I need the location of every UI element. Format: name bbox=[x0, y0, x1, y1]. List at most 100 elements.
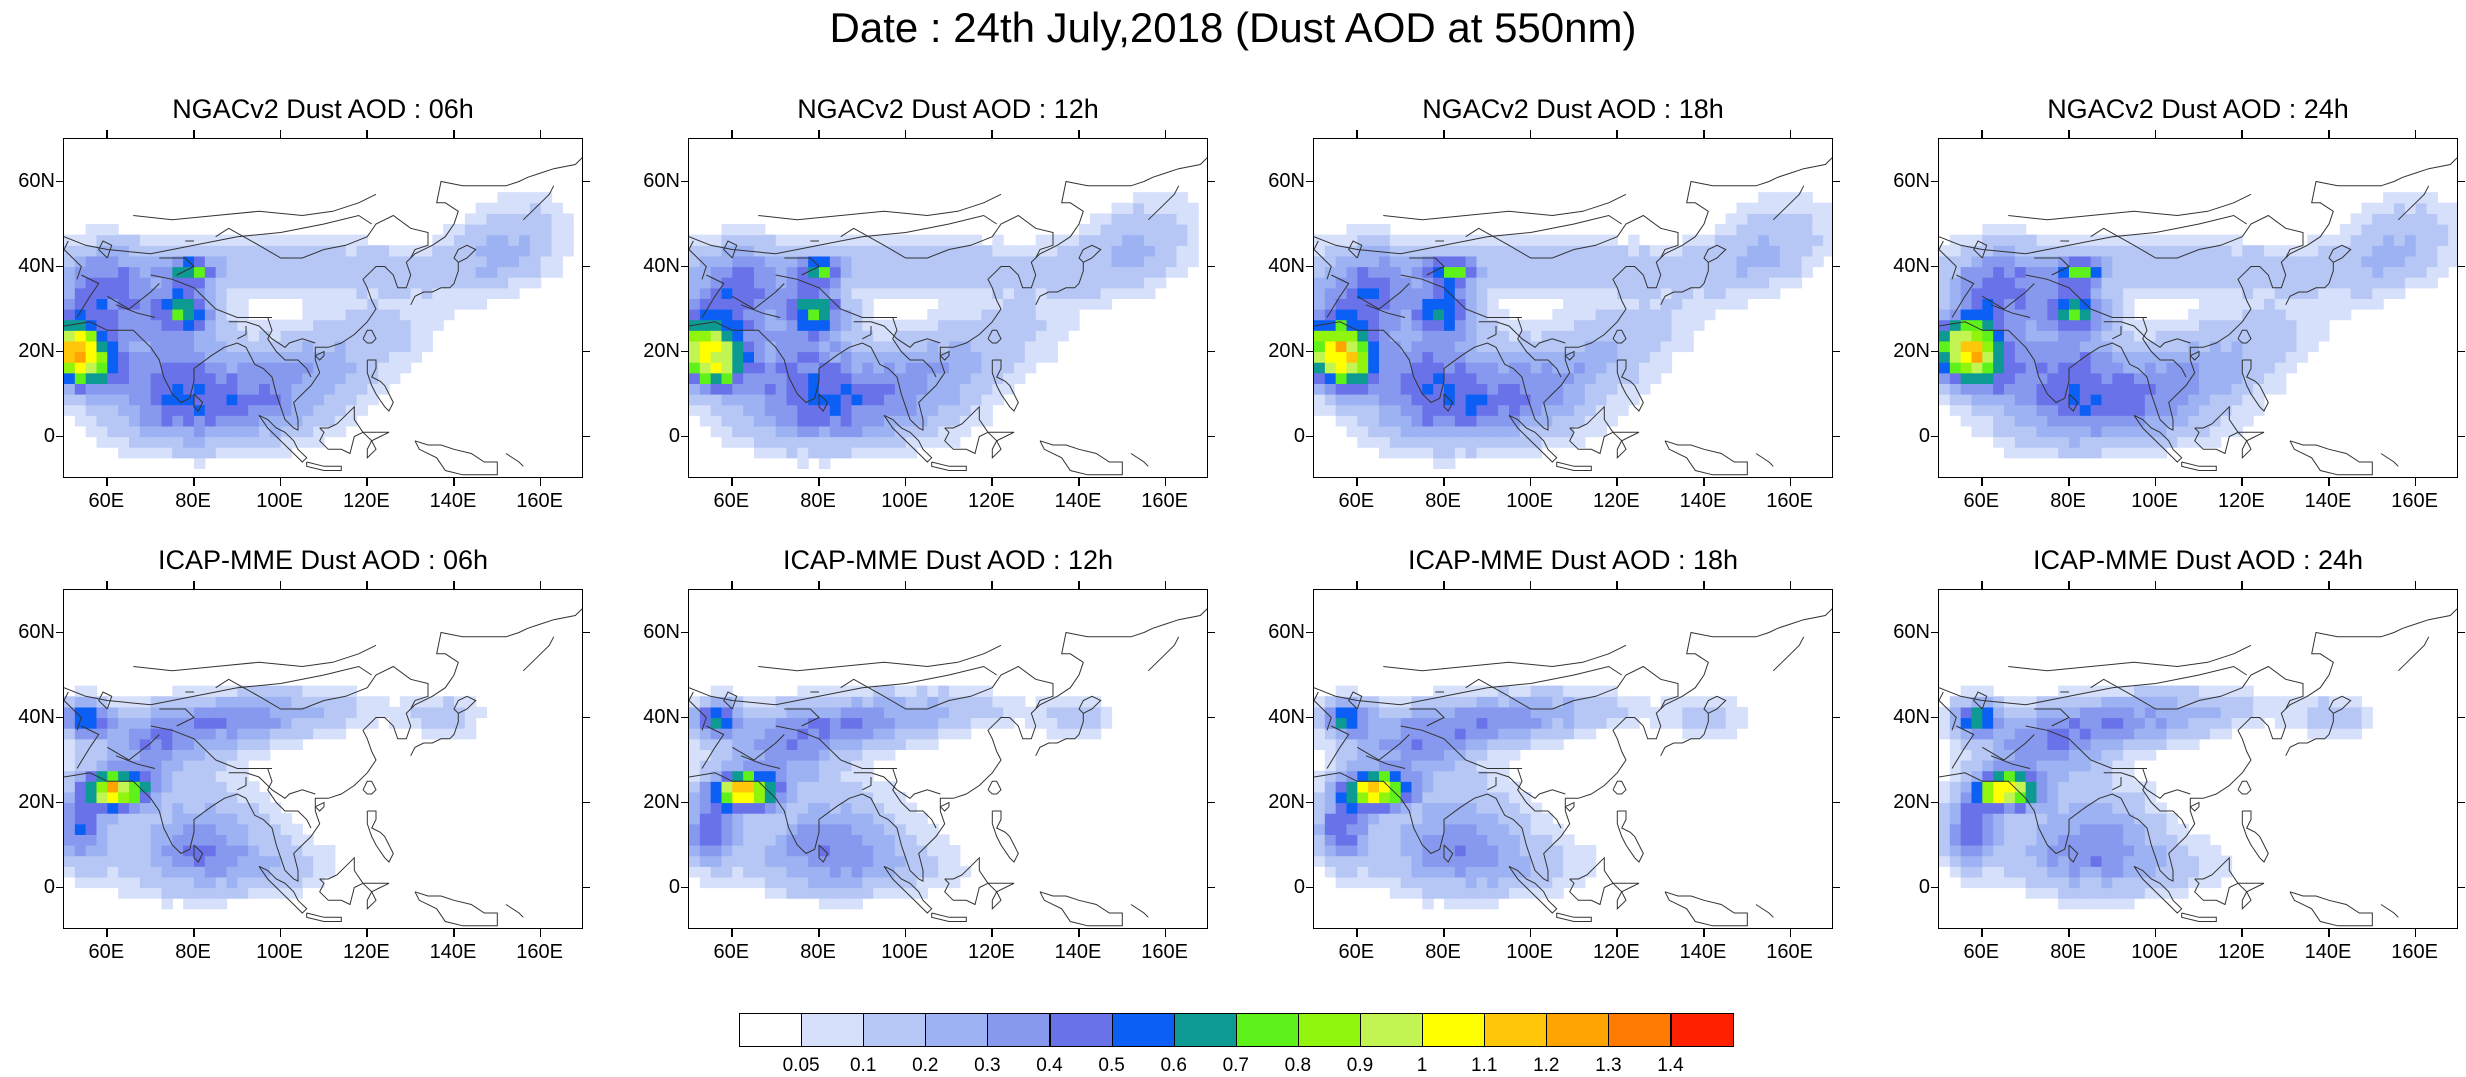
dust-aod-field bbox=[1939, 139, 2458, 478]
panel-title: ICAP-MME Dust AOD : 18h bbox=[1273, 545, 1873, 576]
lon-label: 140E bbox=[1048, 490, 1108, 513]
lon-label: 100E bbox=[1500, 490, 1560, 513]
lat-label: 40N bbox=[630, 707, 680, 727]
colorbar-label: 1.4 bbox=[1641, 1055, 1701, 1077]
lon-label: 60E bbox=[1326, 941, 1386, 964]
colorbar-swatch bbox=[863, 1013, 926, 1047]
lon-label: 160E bbox=[1135, 490, 1195, 513]
dust-aod-field bbox=[1314, 139, 1833, 478]
lon-label: 120E bbox=[336, 941, 396, 964]
lon-label: 80E bbox=[788, 490, 848, 513]
lon-label: 100E bbox=[875, 490, 935, 513]
lon-label: 140E bbox=[2298, 490, 2358, 513]
lon-label: 160E bbox=[2385, 490, 2445, 513]
map-frame bbox=[1313, 138, 1833, 478]
dust-aod-field bbox=[689, 590, 1208, 929]
lon-label: 160E bbox=[1760, 490, 1820, 513]
lon-label: 140E bbox=[1673, 490, 1733, 513]
lon-label: 120E bbox=[1586, 490, 1646, 513]
colorbar-swatch bbox=[925, 1013, 988, 1047]
colorbar-label: 0.3 bbox=[957, 1055, 1017, 1077]
panel-title: NGACv2 Dust AOD : 12h bbox=[648, 94, 1248, 125]
lon-label: 160E bbox=[1135, 941, 1195, 964]
lat-label: 60N bbox=[1880, 622, 1930, 642]
panel-title: NGACv2 Dust AOD : 24h bbox=[1898, 94, 2466, 125]
map-frame bbox=[63, 138, 583, 478]
lon-label: 60E bbox=[1951, 941, 2011, 964]
colorbar-label: 0.6 bbox=[1144, 1055, 1204, 1077]
lon-label: 140E bbox=[423, 490, 483, 513]
dust-aod-field bbox=[1939, 590, 2458, 929]
lat-label: 60N bbox=[5, 171, 55, 191]
lon-label: 100E bbox=[1500, 941, 1560, 964]
lon-label: 160E bbox=[510, 490, 570, 513]
lon-label: 120E bbox=[2211, 490, 2271, 513]
lat-label: 60N bbox=[630, 171, 680, 191]
colorbar-swatch bbox=[1236, 1013, 1299, 1047]
lat-label: 0 bbox=[630, 426, 680, 446]
lat-label: 40N bbox=[1880, 256, 1930, 276]
map-frame bbox=[63, 589, 583, 929]
colorbar-swatch bbox=[987, 1013, 1050, 1047]
dust-aod-field bbox=[64, 590, 583, 929]
lon-label: 60E bbox=[701, 941, 761, 964]
lat-label: 60N bbox=[630, 622, 680, 642]
lon-label: 120E bbox=[961, 941, 1021, 964]
lon-label: 80E bbox=[1413, 490, 1473, 513]
lat-label: 0 bbox=[5, 877, 55, 897]
colorbar-swatch bbox=[801, 1013, 864, 1047]
colorbar-swatch bbox=[1422, 1013, 1485, 1047]
lat-label: 40N bbox=[5, 256, 55, 276]
lon-label: 80E bbox=[2038, 941, 2098, 964]
colorbar-swatch bbox=[1112, 1013, 1175, 1047]
lon-label: 100E bbox=[875, 941, 935, 964]
map-frame bbox=[688, 138, 1208, 478]
colorbar-label: 0.8 bbox=[1268, 1055, 1328, 1077]
lon-label: 140E bbox=[1048, 941, 1108, 964]
lon-label: 60E bbox=[76, 941, 136, 964]
panel-title: ICAP-MME Dust AOD : 12h bbox=[648, 545, 1248, 576]
lon-label: 80E bbox=[163, 490, 223, 513]
lon-label: 120E bbox=[961, 490, 1021, 513]
colorbar-label: 0.4 bbox=[1020, 1055, 1080, 1077]
lon-label: 140E bbox=[1673, 941, 1733, 964]
lat-label: 0 bbox=[5, 426, 55, 446]
lon-label: 60E bbox=[1326, 490, 1386, 513]
colorbar-swatch bbox=[1608, 1013, 1671, 1047]
dust-aod-field bbox=[1314, 590, 1833, 929]
colorbar-label: 0.2 bbox=[895, 1055, 955, 1077]
colorbar-swatch bbox=[1050, 1013, 1113, 1047]
panel-title: NGACv2 Dust AOD : 06h bbox=[23, 94, 623, 125]
lat-label: 40N bbox=[1880, 707, 1930, 727]
lon-label: 80E bbox=[1413, 941, 1473, 964]
colorbar-label: 1.2 bbox=[1516, 1055, 1576, 1077]
colorbar-swatch bbox=[1360, 1013, 1423, 1047]
lon-label: 100E bbox=[2125, 941, 2185, 964]
lon-label: 60E bbox=[1951, 490, 2011, 513]
lon-label: 140E bbox=[2298, 941, 2358, 964]
colorbar-swatch bbox=[1298, 1013, 1361, 1047]
main-title: Date : 24th July,2018 (Dust AOD at 550nm… bbox=[0, 4, 2466, 52]
lon-label: 100E bbox=[2125, 490, 2185, 513]
lon-label: 80E bbox=[788, 941, 848, 964]
lat-label: 20N bbox=[5, 341, 55, 361]
lon-label: 120E bbox=[2211, 941, 2271, 964]
colorbar-swatch bbox=[1174, 1013, 1237, 1047]
lon-label: 80E bbox=[163, 941, 223, 964]
colorbar-swatch bbox=[1546, 1013, 1609, 1047]
lat-label: 60N bbox=[5, 622, 55, 642]
lon-label: 140E bbox=[423, 941, 483, 964]
lon-label: 120E bbox=[336, 490, 396, 513]
dust-aod-field bbox=[689, 139, 1208, 478]
colorbar-swatch bbox=[1484, 1013, 1547, 1047]
panel-title: ICAP-MME Dust AOD : 24h bbox=[1898, 545, 2466, 576]
colorbar-label: 0.7 bbox=[1206, 1055, 1266, 1077]
lon-label: 60E bbox=[701, 490, 761, 513]
lat-label: 20N bbox=[1880, 341, 1930, 361]
